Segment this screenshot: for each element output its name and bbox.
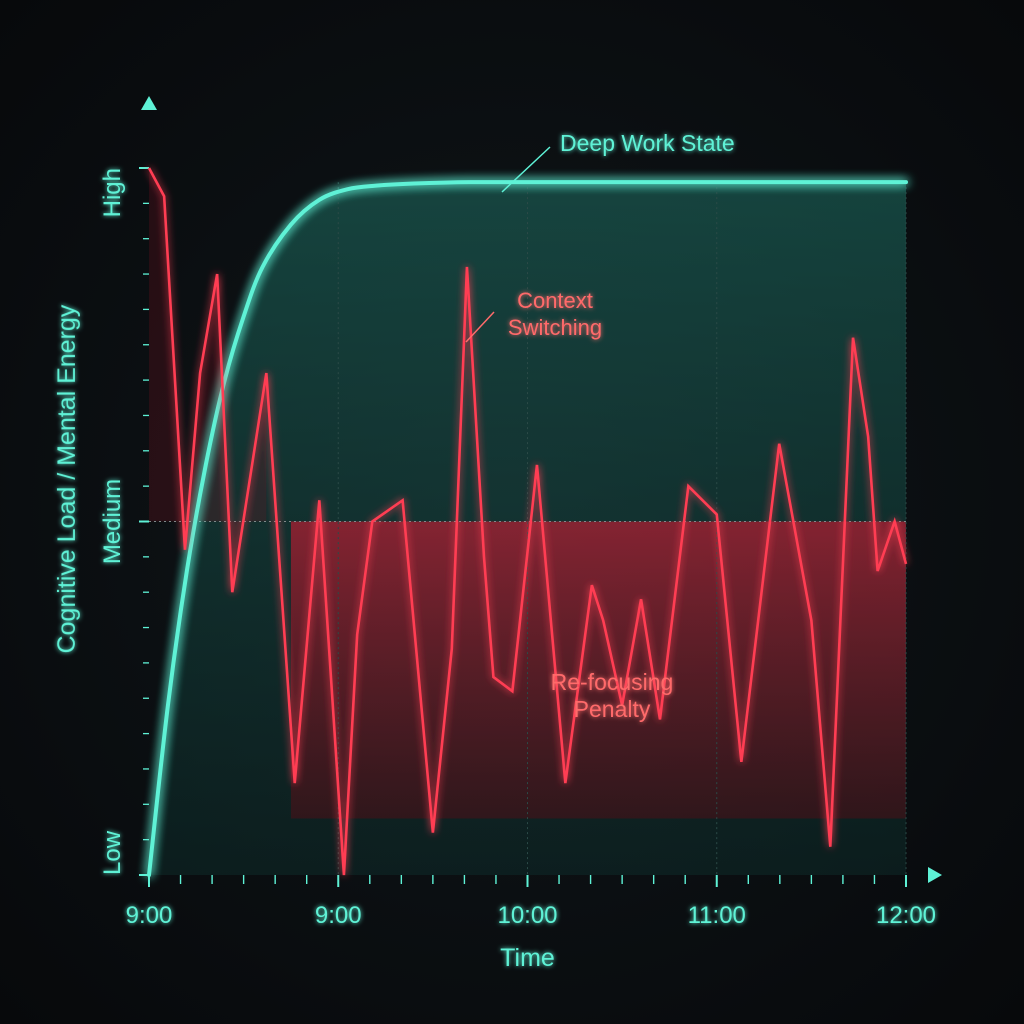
labels: 9:00 9:00 10:00 11:00 12:00 Low Medium High Time… — [53, 130, 936, 972]
x-tick-label: 11:00 — [688, 902, 746, 929]
context-switching-line — [147, 167, 908, 876]
y-axis-title: Cognitive Load / Mental Energy — [53, 304, 81, 653]
x-tick-label: 9:00 — [126, 902, 173, 929]
deep-work-leader-line — [501, 146, 551, 193]
deep-work-state-annotation: Deep Work State — [560, 130, 735, 156]
context-switching-annotation-line2: Switching — [508, 315, 602, 340]
refocusing-penalty-area — [290, 521, 906, 819]
context-switching-annotation-line1: Context — [517, 288, 593, 313]
x-tick-label: 10:00 — [497, 902, 557, 929]
y-tick-label: High — [99, 168, 126, 217]
context-switching-leader-line — [465, 311, 495, 343]
series-lines — [147, 167, 908, 877]
refocusing-penalty-annotation-line1: Re-focusing — [551, 669, 674, 695]
x-axis-title: Time — [500, 944, 555, 972]
y-tick-label: Medium — [99, 479, 126, 564]
axes — [139, 96, 942, 887]
x-axis-arrow — [928, 867, 942, 883]
y-tick-label: Low — [99, 830, 126, 875]
refocusing-penalty-annotation-line2: Penalty — [574, 696, 651, 722]
guide-lines — [149, 182, 907, 875]
early-switching-haze — [149, 168, 267, 593]
x-tick-label: 12:00 — [876, 902, 936, 929]
x-tick-label: 9:00 — [315, 902, 362, 929]
deep-work-state-line — [147, 180, 908, 877]
y-axis-arrow — [141, 96, 157, 110]
